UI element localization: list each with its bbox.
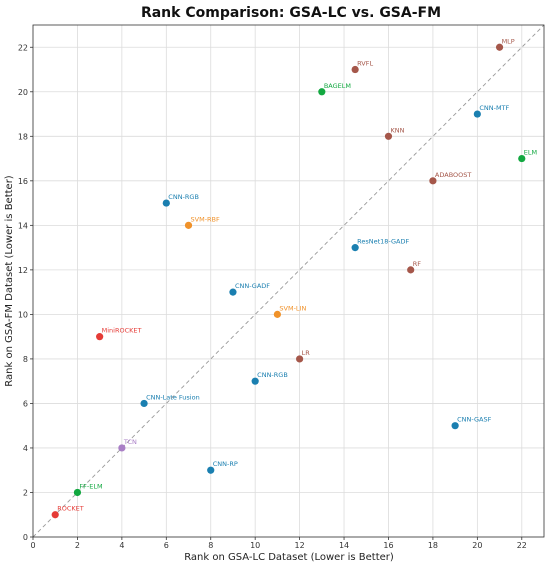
data-point (51, 511, 59, 519)
x-tick-label: 8 (208, 541, 213, 550)
data-point-label: KNN (390, 126, 404, 134)
y-tick-label: 12 (18, 266, 28, 275)
data-point-label: CNN-GASF (457, 416, 491, 424)
x-tick-label: 2 (75, 541, 80, 550)
y-tick-label: 16 (18, 177, 28, 186)
data-point-label: MiniROCKET (102, 327, 142, 335)
data-point-label: ROCKET (57, 505, 84, 513)
y-tick-label: 8 (23, 355, 28, 364)
y-axis-label: Rank on GSA-FM Dataset (Lower is Better) (4, 175, 15, 387)
data-point (351, 65, 359, 74)
data-point (140, 399, 148, 408)
y-axis-ticks: 0 2 4 6 8 10 12 14 16 18 20 22 (18, 43, 33, 542)
chart-title: Rank Comparison: GSA-LC vs. GSA-FM (141, 5, 441, 21)
data-point-label: CNN-GADF (235, 282, 270, 290)
x-axis-ticks: 0 2 4 6 8 10 12 14 16 18 20 22 (30, 537, 527, 550)
x-tick-label: 12 (295, 541, 305, 550)
data-point-label: SVM-RBF (191, 215, 221, 223)
data-point-label: FF-ELM (79, 482, 102, 490)
y-tick-label: 22 (18, 43, 28, 52)
data-point (473, 110, 481, 118)
data-point (351, 244, 359, 252)
data-point-label: SVM-LIN (279, 304, 306, 312)
y-tick-label: 14 (18, 221, 28, 230)
y-tick-label: 4 (23, 444, 28, 453)
y-tick-label: 20 (18, 88, 28, 97)
data-point (162, 199, 170, 207)
diagonal-reference-line (32, 24, 545, 538)
y-tick-label: 10 (18, 310, 28, 319)
x-tick-label: 18 (428, 541, 438, 550)
data-point (495, 43, 504, 51)
data-point-label: RVFL (357, 60, 373, 68)
data-point-label: ELM (524, 149, 537, 157)
data-point (229, 288, 237, 296)
data-point (407, 266, 415, 274)
y-tick-label: 6 (23, 399, 28, 408)
data-point-label: TCN (123, 438, 137, 446)
y-tick-label: 18 (18, 132, 28, 141)
data-point (451, 422, 459, 430)
data-point (318, 88, 326, 96)
x-tick-label: 16 (383, 541, 393, 550)
data-point (251, 377, 259, 385)
data-point-label: CNN-MTF (479, 104, 509, 112)
x-tick-label: 6 (164, 541, 169, 550)
data-point (384, 132, 393, 140)
data-point-label: ADABOOST (435, 171, 471, 179)
data-points: MLP RVFL BAGELM CNN-MTF KNN ELM ADABOOST CNN-RG… (51, 37, 537, 519)
data-point (429, 177, 437, 185)
plot-area-frame (32, 24, 545, 538)
data-point-label: CNN-RGB (168, 193, 199, 201)
y-tick-label: 0 (23, 533, 28, 542)
data-point-label: MLP (502, 37, 515, 45)
x-axis-label: Rank on GSA-LC Dataset (Lower is Better) (184, 552, 394, 563)
data-point-label: CNN-Late Fusion (146, 393, 200, 401)
data-point (296, 355, 304, 363)
data-point (118, 444, 126, 452)
data-point (518, 154, 526, 163)
x-tick-label: 0 (30, 541, 35, 550)
data-point (273, 310, 281, 318)
x-tick-label: 14 (339, 541, 349, 550)
y-tick-label: 2 (23, 488, 28, 497)
data-point-label: ResNet18-GADF (357, 238, 409, 246)
data-point (207, 466, 215, 474)
data-point-label: LR (302, 349, 311, 357)
data-point (73, 488, 82, 497)
x-tick-label: 10 (250, 541, 260, 550)
data-point-label: CNN-RP (213, 460, 238, 468)
data-point-label: CNN-RGB (257, 371, 288, 379)
x-tick-label: 22 (517, 541, 527, 550)
data-point-label: BAGELM (324, 82, 351, 90)
x-tick-label: 20 (472, 541, 482, 550)
data-point (184, 221, 193, 229)
data-point-label: RF (413, 260, 422, 268)
x-tick-label: 4 (119, 541, 124, 550)
data-point (96, 333, 104, 341)
